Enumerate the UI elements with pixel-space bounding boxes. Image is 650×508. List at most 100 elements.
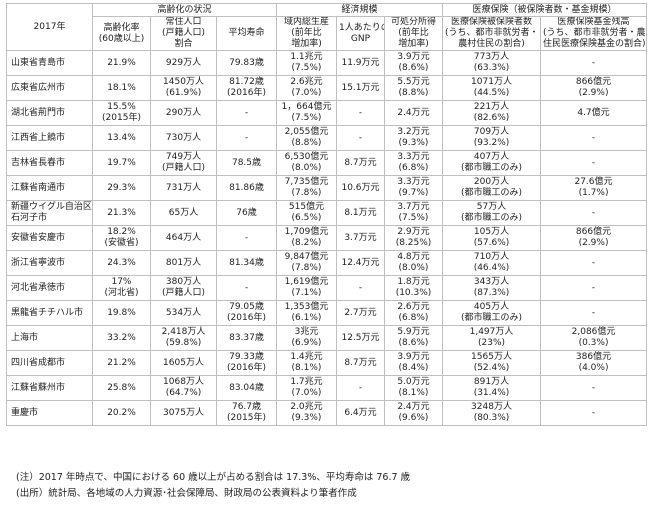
- gnp-per-capita-cell: -: [336, 375, 385, 401]
- cell-line: 農村住民の割合): [458, 39, 525, 49]
- city-comparison-table: 2017年 高齢化の状況 経済規模 医療保険（被保険者数・基金規模） 高齢化率(…: [6, 3, 648, 426]
- cell-line: (93.2%): [473, 138, 510, 148]
- cell-line: 2.6兆元: [290, 77, 323, 87]
- cell-line: (8.1%): [291, 363, 322, 373]
- fund-balance-header: 医療保険基金残高 (うち、都市非就労者・農村 住民医療保険基金の割合): [539, 16, 648, 51]
- cell-line: (61.9%): [165, 88, 202, 98]
- insured-count-cell: 710万人 (46.4%): [442, 250, 541, 276]
- cell-line: -: [591, 257, 596, 268]
- cell-line: (8.0%): [398, 263, 429, 273]
- cell-line: (前年比: [291, 28, 322, 38]
- cell-line: (31.4%): [473, 388, 510, 398]
- disposable-income-header: 可処分所得 (前年比 増加率): [384, 16, 443, 51]
- disposable-income-cell: 5.5万元 (8.8%): [384, 75, 443, 101]
- cell-line: (前年比: [398, 28, 429, 38]
- cell-line: 石河子市: [11, 213, 48, 223]
- city-name-cell: 重慶市: [6, 400, 93, 426]
- insured-count-cell: 407万人 (都市職工のみ): [442, 150, 541, 176]
- cell-line: -: [358, 382, 363, 393]
- cell-line: 高齢化率: [103, 22, 140, 33]
- cell-line: -: [244, 282, 249, 293]
- cell-line: (57.6%): [473, 238, 510, 248]
- cell-line: 534万人: [165, 307, 202, 318]
- gnp-per-capita-cell: 6.4万元: [336, 400, 385, 426]
- cell-line: (都市職工のみ): [460, 213, 523, 223]
- cell-line: (2016年): [227, 88, 266, 98]
- grp-cell: 2.6兆元 (7.0%): [276, 75, 337, 101]
- fund-balance-cell: -: [539, 150, 648, 176]
- cell-line: 464万人: [165, 232, 202, 243]
- cell-line: (8.4%): [398, 363, 429, 373]
- insured-count-cell: 1071万人 (44.5%): [442, 75, 541, 101]
- gnp-per-capita-cell: 10.6万元: [336, 175, 385, 201]
- gnp-per-capita-cell: -: [336, 100, 385, 126]
- disposable-income-cell: 3.3万元 (9.7%): [384, 175, 443, 201]
- cell-line: (8.6%): [398, 63, 429, 73]
- cell-line: 5.9万元: [397, 327, 430, 337]
- cell-line: (6.8%): [398, 163, 429, 173]
- cell-line: 79.05歳: [229, 302, 264, 312]
- table-row: 山東省青島市 21.9% 929万人 79.83歳 1.1兆元 (7.5%) 11.9万元 3…: [6, 50, 648, 76]
- aging-rate-cell: 29.3%: [92, 175, 151, 201]
- cell-line: 1,497万人: [469, 327, 514, 337]
- population-cell: 534万人: [150, 300, 217, 326]
- cell-line: 医療保険基金残高: [557, 17, 630, 28]
- aging-rate-cell: 15.5% (2015年): [92, 100, 151, 126]
- cell-line: 1.1兆元: [290, 52, 323, 62]
- fund-balance-cell: 866億元 (2.9%): [539, 75, 648, 101]
- cell-line: 20.2%: [107, 407, 136, 418]
- cell-line: 929万人: [165, 57, 202, 68]
- aging-rate-cell: 25.8%: [92, 375, 151, 401]
- gnp-per-capita-cell: -: [336, 125, 385, 151]
- cell-line: 57万人: [476, 202, 507, 212]
- disposable-income-cell: 3.3万元 (6.8%): [384, 150, 443, 176]
- cell-line: 19.7%: [107, 157, 136, 168]
- life-expectancy-cell: 78.5歳: [216, 150, 277, 176]
- cell-line: 8.1万元: [344, 207, 377, 218]
- population-cell: 3075万人: [150, 400, 217, 426]
- cell-line: 広東省広州市: [11, 82, 66, 93]
- insured-count-cell: 891万人 (31.4%): [442, 375, 541, 401]
- cell-line: 8.7万元: [344, 157, 377, 168]
- city-name-cell: 江蘇省南通市: [6, 175, 93, 201]
- cell-line: (7.0%): [291, 88, 322, 98]
- cell-line: 2.4万元: [397, 402, 430, 412]
- cell-line: (8.6%): [398, 338, 429, 348]
- cell-line: (戸籍人口): [161, 288, 206, 298]
- cell-line: 79.83歳: [229, 57, 264, 68]
- grp-cell: 7,735億元 (7.8%): [276, 175, 337, 201]
- cell-line: 12.4万元: [341, 257, 380, 268]
- city-name-cell: 江西省上饒市: [6, 125, 93, 151]
- cell-line: 3.7万元: [344, 232, 377, 243]
- cell-line: (0.3%): [578, 338, 609, 348]
- cell-line: 可処分所得: [390, 17, 436, 28]
- cell-line: 65万人: [168, 207, 199, 218]
- cell-line: 81.34歳: [229, 257, 264, 268]
- insured-count-cell: 773万人 (63.3%): [442, 50, 541, 76]
- cell-line: (82.6%): [473, 113, 510, 123]
- cell-line: 10.6万元: [341, 182, 380, 193]
- cell-line: 8.7万元: [344, 357, 377, 368]
- cell-line: 290万人: [165, 107, 202, 118]
- table-row: 吉林省長春市 19.7% 749万人 (戸籍人口) 78.5歳 6,530億元 (8.0%)…: [6, 150, 648, 176]
- gnp-per-capita-cell: 8.7万元: [336, 150, 385, 176]
- population-cell: 464万人: [150, 225, 217, 251]
- fund-balance-cell: -: [539, 125, 648, 151]
- city-name-cell: 湖北省荊門市: [6, 100, 93, 126]
- grp-cell: 1,353億元 (6.1%): [276, 300, 337, 326]
- disposable-income-cell: 4.8万元 (8.0%): [384, 250, 443, 276]
- life-expectancy-header: 平均寿命: [216, 16, 277, 51]
- cell-line: (うち、都市非就労者・農村: [543, 28, 647, 38]
- aging-rate-cell: 33.2%: [92, 325, 151, 351]
- table-row: 四川省成都市 21.2% 1605万人 79.33歳 (2016年) 1.4兆元 (8.1%…: [6, 350, 648, 376]
- life-expectancy-cell: -: [216, 125, 277, 151]
- cell-line: 15.1万元: [341, 82, 380, 93]
- group-header-economy: 経済規模: [276, 3, 443, 17]
- cell-line: 749万人: [165, 152, 202, 162]
- table-row: 重慶市 20.2% 3075万人 76.7歳 (2015年) 2.0兆元 (9.3%) 6.4…: [6, 400, 648, 426]
- cell-line: 405万人: [473, 302, 510, 312]
- life-expectancy-cell: 81.86歳: [216, 175, 277, 201]
- population-cell: 65万人: [150, 200, 217, 226]
- cell-line: (44.5%): [473, 88, 510, 98]
- population-cell: 801万人: [150, 250, 217, 276]
